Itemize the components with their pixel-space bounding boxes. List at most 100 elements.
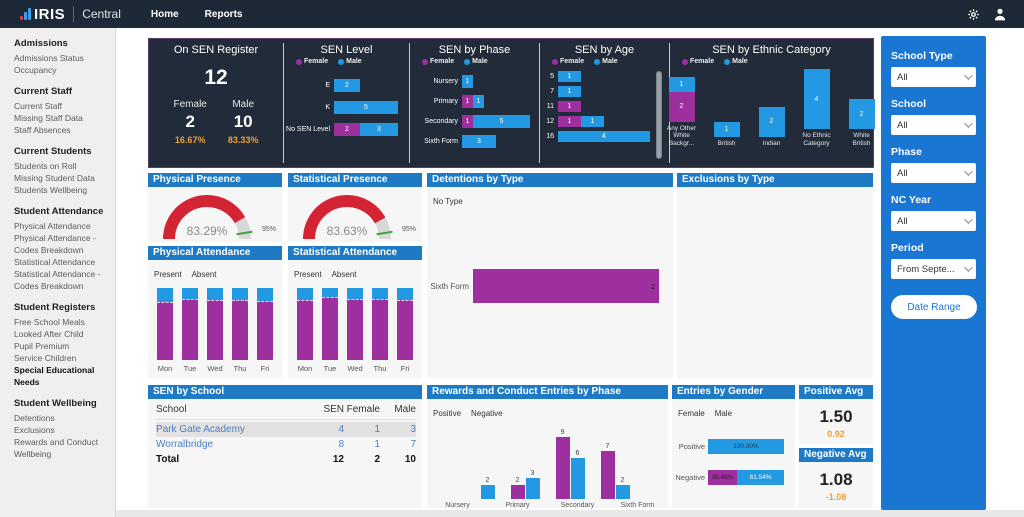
sidebar-item-physical-attendance-codes-breakdown[interactable]: Physical Attendance - Codes Breakdown (14, 233, 96, 255)
bar-segment-male[interactable]: 1 (581, 116, 604, 127)
column-segment-female[interactable]: 2 (668, 91, 695, 122)
bar[interactable]: 1 (462, 75, 473, 88)
legend-item-female[interactable]: Female (682, 58, 714, 65)
table-row[interactable]: Park Gate Academy 4 1 3 (156, 422, 416, 437)
attendance-bar[interactable] (372, 288, 388, 360)
bar-segment-male[interactable]: 61.54% (737, 470, 784, 485)
bar-segment-female[interactable]: 38.46% (708, 470, 738, 485)
sidebar-item-missing-student-data[interactable]: Missing Student Data (14, 173, 95, 183)
attendance-bar[interactable] (322, 288, 338, 360)
sidebar-item-wellbeing[interactable]: Wellbeing (14, 449, 52, 459)
column-bar-negative[interactable] (480, 485, 495, 499)
column[interactable]: 1 2 Any Other White Backgr... (665, 76, 699, 148)
bar-segment-female[interactable]: 1 (462, 115, 473, 128)
bar-segment-present[interactable] (347, 298, 363, 360)
sidebar-item-staff-absences[interactable]: Staff Absences (14, 125, 71, 135)
attendance-bar[interactable] (397, 288, 413, 360)
sidebar-item-statistical-attendance-codes-breakdown[interactable]: Statistical Attendance - Codes Breakdown (14, 269, 101, 291)
bar-segment-present[interactable] (157, 301, 173, 360)
sidebar-item-detentions[interactable]: Detentions (14, 413, 55, 423)
filter-dropdown-school[interactable]: All (891, 115, 976, 135)
table-row[interactable]: Worralbridge 8 1 7 (156, 437, 416, 452)
sidebar-item-missing-staff-data[interactable]: Missing Staff Data (14, 113, 83, 123)
legend-item-absent[interactable]: Absent (192, 264, 217, 282)
sidebar-item-admissions-status[interactable]: Admissions Status (14, 53, 84, 63)
bar-segment-absent[interactable] (182, 288, 198, 299)
sidebar-item-rewards-and-conduct[interactable]: Rewards and Conduct (14, 437, 99, 447)
bar-segment-male[interactable]: 4 (558, 131, 650, 142)
filter-dropdown-period[interactable]: From Septe... (891, 259, 976, 279)
bar[interactable]: 1 (558, 101, 581, 112)
sidebar-item-free-school-meals[interactable]: Free School Meals (14, 317, 85, 327)
legend-item-male[interactable]: Male (464, 58, 488, 65)
legend-item-no-type[interactable]: No Type (433, 191, 463, 209)
bar[interactable]: 100.00% (708, 439, 784, 454)
bar-segment-male[interactable]: 100.00% (708, 439, 784, 454)
legend-item-male[interactable]: Male (724, 58, 748, 65)
bar-segment-present[interactable] (232, 300, 248, 360)
detention-bar[interactable]: 2 (473, 269, 659, 303)
column[interactable]: 1 British (710, 121, 744, 148)
sidebar-item-occupancy[interactable]: Occupancy (14, 65, 57, 75)
column-segment-male[interactable]: 4 (803, 69, 830, 129)
bar-segment-male[interactable]: 1 (558, 86, 581, 97)
bar[interactable]: 5 (334, 101, 398, 114)
bar-segment-absent[interactable] (207, 288, 223, 300)
bar[interactable]: 1 (558, 86, 581, 97)
legend-item-male[interactable]: Male (594, 58, 618, 65)
attendance-bar[interactable] (297, 288, 313, 360)
bar-segment-male[interactable]: 1 (558, 71, 581, 82)
bar-segment-female[interactable]: 1 (558, 116, 581, 127)
filter-dropdown-phase[interactable]: All (891, 163, 976, 183)
attendance-bar[interactable] (347, 288, 363, 360)
column-bar-negative[interactable] (615, 485, 630, 499)
column-segment-male[interactable]: 1 (713, 121, 740, 137)
sidebar-item-physical-attendance[interactable]: Physical Attendance (14, 221, 91, 231)
filter-dropdown-nc-year[interactable]: All (891, 211, 976, 231)
bar-segment-absent[interactable] (397, 288, 413, 300)
column-header-school[interactable]: School (156, 404, 187, 415)
bar-segment-female[interactable]: 1 (558, 101, 581, 112)
scrollbar[interactable] (656, 71, 662, 159)
legend-item-present[interactable]: Present (154, 264, 182, 282)
bar-segment-present[interactable] (372, 298, 388, 360)
bar[interactable]: 4 (558, 131, 650, 142)
bar-segment-present[interactable] (257, 300, 273, 360)
column[interactable]: 4 No Ethnic Category (800, 69, 834, 147)
bar-segment-male[interactable]: 1 (462, 75, 473, 88)
column-header-female[interactable]: Female (346, 404, 380, 415)
legend-item-female[interactable]: Female (422, 58, 454, 65)
attendance-bar[interactable] (207, 288, 223, 360)
bar-segment-male[interactable]: 1 (473, 95, 484, 108)
column[interactable]: 2 White British (845, 99, 879, 147)
attendance-bar[interactable] (257, 288, 273, 360)
bar-segment-male[interactable]: 3 (360, 123, 398, 136)
sidebar-item-service-children[interactable]: Service Children (14, 353, 77, 363)
column-header-sen[interactable]: SEN (323, 404, 344, 415)
column[interactable]: 2 Indian (755, 106, 789, 148)
bar[interactable]: 2 (334, 79, 360, 92)
bar-segment-absent[interactable] (347, 288, 363, 299)
bar-segment-male[interactable]: 5 (473, 115, 530, 128)
sidebar-item-students-on-roll[interactable]: Students on Roll (14, 161, 77, 171)
sidebar-item-pupil-premium[interactable]: Pupil Premium (14, 341, 70, 351)
column-segment-male[interactable]: 1 (668, 76, 695, 92)
gear-icon[interactable] (967, 8, 980, 21)
legend-item-absent[interactable]: Absent (332, 264, 357, 282)
sidebar-item-current-staff[interactable]: Current Staff (14, 101, 63, 111)
bar-segment-present[interactable] (207, 299, 223, 360)
column-header-male[interactable]: Male (394, 404, 416, 415)
attendance-bar[interactable] (232, 288, 248, 360)
legend-item-male[interactable]: Male (715, 403, 732, 421)
legend-item-female[interactable]: Female (678, 403, 705, 421)
nav-reports[interactable]: Reports (204, 8, 243, 20)
bar-segment-male[interactable]: 2 (334, 79, 360, 92)
sidebar-item-students-wellbeing[interactable]: Students Wellbeing (14, 185, 88, 195)
bar-segment-female[interactable]: 2 (334, 123, 360, 136)
column-bar-positive[interactable] (510, 485, 525, 499)
legend-item-positive[interactable]: Positive (433, 403, 461, 421)
bar-segment-present[interactable] (297, 300, 313, 360)
